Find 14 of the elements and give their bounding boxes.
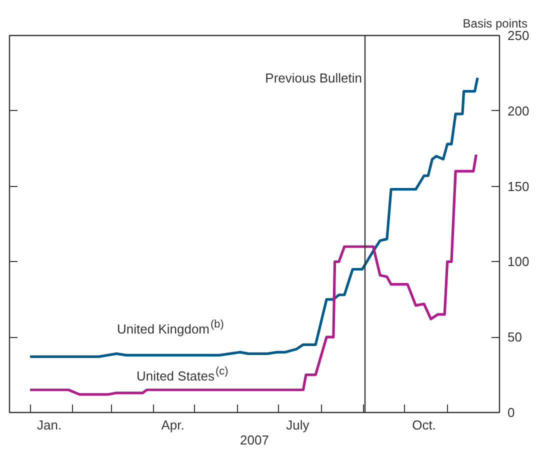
y-axis-title: Basis points (462, 16, 528, 30)
x-tick-label: Oct. (412, 418, 436, 432)
y-tick-label: 150 (508, 178, 530, 194)
line-series (28, 153, 478, 396)
x-tick-label: Jan. (37, 418, 62, 432)
x-tick-label: Apr. (161, 418, 184, 432)
y-tick-label: 250 (508, 28, 530, 43)
y-tick-label: 200 (508, 103, 530, 118)
x-axis-title: 2007 (240, 432, 269, 448)
y-tick-label: 50 (508, 330, 522, 345)
y-tick-label: 0 (508, 405, 515, 420)
ref-line-label: Previous Bulletin (265, 70, 362, 86)
y-tick-label: 100 (508, 254, 530, 270)
x-tick-label: July (286, 418, 310, 432)
